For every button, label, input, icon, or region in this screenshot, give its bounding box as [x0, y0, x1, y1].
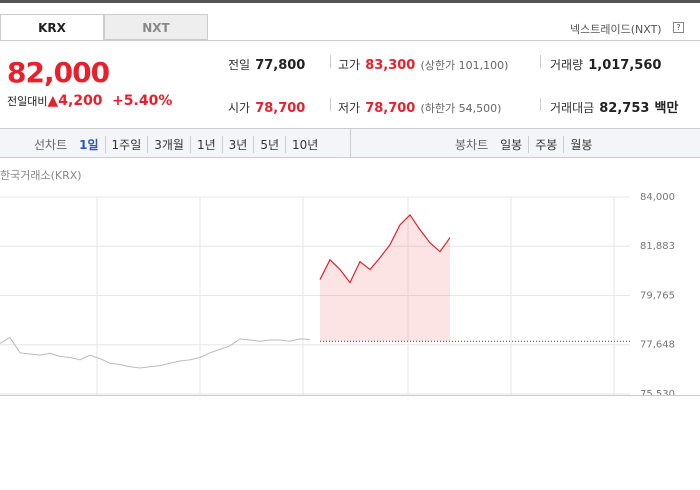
stat-value: 78,700: [255, 101, 306, 116]
stat: 고가 83,300 (상한가 101,100): [338, 54, 508, 73]
period[interactable]: 1년: [189, 136, 216, 153]
period[interactable]: 일봉: [500, 138, 523, 152]
period[interactable]: 월봉: [563, 136, 592, 153]
chart-title: 한국거래소(KRX): [0, 169, 82, 182]
y-tick-label: 79,765: [640, 291, 675, 302]
y-tick-label: 81,883: [640, 241, 675, 252]
change-percent: +5.40%: [112, 93, 173, 109]
candle-periods: 봉차트 일봉 주봉 월봉: [455, 136, 592, 153]
period[interactable]: 3개월: [147, 136, 184, 153]
y-tick-label: 75,530: [640, 389, 675, 396]
arrow: ▲: [47, 93, 59, 109]
tab-nxt[interactable]: NXT: [104, 14, 208, 40]
stat-value: 78,700: [365, 101, 416, 116]
line-periods: 선차트 1일 1주일 3개월 1년 3년 5년 10년: [34, 136, 318, 153]
stat-label: 전일: [228, 58, 251, 72]
divider: [330, 55, 331, 68]
stat-label: 저가: [338, 101, 361, 115]
period[interactable]: 주봉: [528, 136, 557, 153]
chart: 한국거래소(KRX) 84,000 81,883 79,765 77,648 75,53…: [0, 169, 700, 396]
stat-label: 거래량: [550, 58, 584, 72]
price-line: [319, 213, 451, 284]
stat: 전일 77,800: [228, 54, 305, 73]
period[interactable]: 3년: [221, 136, 247, 153]
stat-label: 거래대금: [550, 101, 595, 115]
divider: [330, 98, 331, 111]
price: 82,000: [7, 56, 110, 89]
period[interactable]: 1일: [79, 138, 99, 152]
stat: 저가 78,700 (하한가 54,500): [338, 97, 501, 116]
tab-krx[interactable]: KRX: [0, 14, 104, 40]
change: 전일대비▲4,200 +5.40%: [7, 93, 172, 109]
vertical-grid: [96, 197, 615, 396]
stat-label: 고가: [338, 58, 361, 72]
area-fill: [320, 214, 450, 342]
period[interactable]: 10년: [285, 136, 318, 153]
stat-value: 77,800: [255, 58, 306, 73]
stat-value: 82,753: [599, 101, 650, 116]
stat-value: 1,017,560: [588, 58, 662, 73]
tab-line: [0, 40, 700, 41]
divider: [540, 98, 541, 111]
stat: 거래대금 82,753 백만: [550, 97, 678, 116]
help-icon[interactable]: ?: [673, 22, 684, 33]
toolbar-label: 선차트: [34, 138, 68, 152]
stat-unit: 백만: [654, 101, 679, 116]
y-tick-label: 84,000: [640, 192, 675, 203]
stat-note: (하한가 54,500): [420, 102, 502, 115]
divider: [540, 55, 541, 68]
stat-note: (상한가 101,100): [420, 59, 509, 72]
toolbar-label: 봉차트: [455, 138, 489, 152]
y-tick-label: 77,648: [640, 340, 675, 351]
stat: 시가 78,700: [228, 97, 305, 116]
toolbar-divider: [350, 128, 351, 158]
stat-value: 83,300: [365, 58, 416, 73]
period[interactable]: 1주일: [104, 136, 141, 153]
period[interactable]: 5년: [253, 136, 279, 153]
stat: 거래량 1,017,560: [550, 54, 661, 73]
change-amount: 4,200: [58, 93, 103, 109]
stat-label: 시가: [228, 101, 251, 115]
price-line: [0, 336, 311, 369]
nxt-link[interactable]: 넥스트레이드(NXT): [570, 23, 662, 36]
top-border: [0, 0, 700, 3]
change-label: 전일대비: [7, 95, 48, 108]
